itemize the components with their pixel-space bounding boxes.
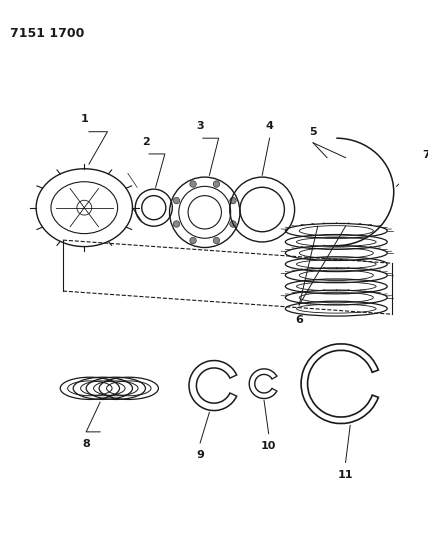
- Circle shape: [173, 197, 180, 204]
- Circle shape: [230, 221, 236, 227]
- Text: 9: 9: [196, 450, 204, 461]
- Text: 8: 8: [82, 439, 90, 449]
- Text: 5: 5: [309, 127, 317, 138]
- Circle shape: [213, 181, 220, 187]
- Text: 6: 6: [295, 315, 303, 325]
- Text: 7: 7: [422, 150, 428, 160]
- Circle shape: [173, 221, 180, 227]
- Text: 2: 2: [143, 136, 150, 147]
- Text: 1: 1: [80, 114, 88, 124]
- Circle shape: [213, 237, 220, 244]
- Text: 3: 3: [196, 121, 204, 131]
- Text: 4: 4: [266, 121, 273, 131]
- Circle shape: [190, 237, 196, 244]
- Text: 10: 10: [261, 441, 276, 451]
- Circle shape: [190, 181, 196, 187]
- Circle shape: [230, 197, 236, 204]
- Text: 11: 11: [338, 470, 353, 480]
- Text: 7151 1700: 7151 1700: [10, 27, 85, 40]
